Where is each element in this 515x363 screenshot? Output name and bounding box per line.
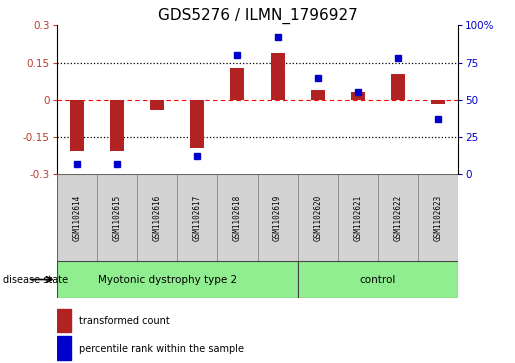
Text: transformed count: transformed count (79, 316, 169, 326)
Text: GSM1102617: GSM1102617 (193, 195, 202, 241)
Text: Myotonic dystrophy type 2: Myotonic dystrophy type 2 (97, 274, 237, 285)
Bar (298, 261, 458, 298)
Bar (418, 174, 458, 261)
Bar (137, 174, 177, 261)
Text: GSM1102614: GSM1102614 (72, 195, 81, 241)
Bar (190, 100, 204, 148)
Text: GSM1102618: GSM1102618 (233, 195, 242, 241)
Text: GSM1102615: GSM1102615 (112, 195, 122, 241)
Bar (217, 174, 258, 261)
Title: GDS5276 / ILMN_1796927: GDS5276 / ILMN_1796927 (158, 8, 357, 24)
Bar (57, 309, 71, 332)
Text: disease state: disease state (3, 274, 67, 285)
Text: GSM1102619: GSM1102619 (273, 195, 282, 241)
Text: GSM1102620: GSM1102620 (313, 195, 322, 241)
Text: GSM1102616: GSM1102616 (152, 195, 162, 241)
Text: GSM1102623: GSM1102623 (434, 195, 443, 241)
Bar (378, 174, 418, 261)
Bar (177, 174, 217, 261)
Bar (57, 261, 298, 298)
Bar (351, 92, 365, 100)
Bar (270, 53, 285, 100)
Bar (57, 174, 97, 261)
Bar (230, 68, 245, 100)
Bar (391, 74, 405, 100)
Bar (311, 90, 325, 100)
Bar (150, 100, 164, 110)
Bar (110, 100, 124, 151)
Bar (97, 174, 137, 261)
Text: control: control (360, 274, 396, 285)
Bar (258, 174, 298, 261)
Bar (57, 337, 71, 360)
Bar (70, 100, 84, 151)
Bar (338, 174, 378, 261)
Bar (431, 100, 445, 104)
Text: GSM1102622: GSM1102622 (393, 195, 403, 241)
Bar (298, 174, 338, 261)
Text: GSM1102621: GSM1102621 (353, 195, 363, 241)
Text: percentile rank within the sample: percentile rank within the sample (79, 344, 244, 354)
